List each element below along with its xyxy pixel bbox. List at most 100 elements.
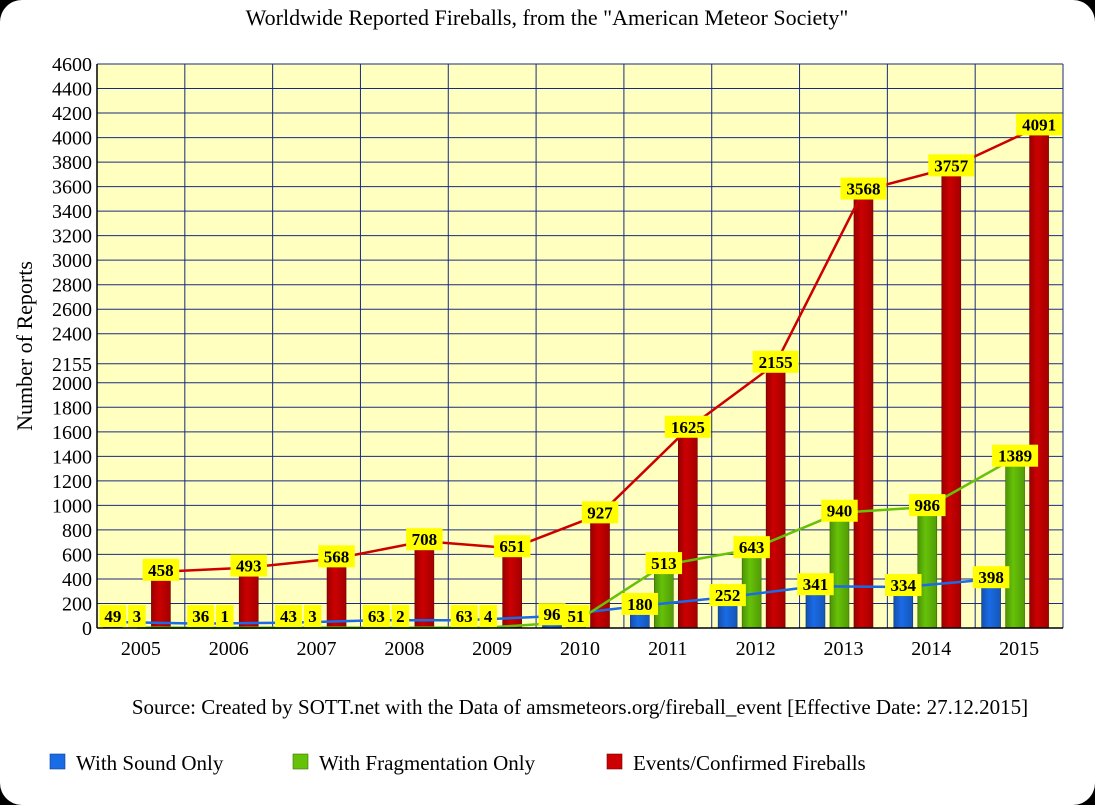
data-label-box	[909, 494, 946, 517]
data-label-text: 180	[627, 595, 653, 614]
y-tick-label: 4600	[52, 54, 92, 76]
data-label-box	[1016, 113, 1063, 136]
data-label-box	[215, 605, 234, 627]
legend-label-0: With Sound Only	[76, 751, 224, 775]
y-tick-label: 3600	[52, 177, 92, 199]
data-label: 180	[621, 592, 659, 615]
y-tick-label: 1800	[52, 397, 92, 419]
data-label-box	[391, 605, 410, 627]
x-tick-label: 2008	[384, 638, 424, 660]
data-label: 493	[230, 554, 267, 577]
y-tick-label: 400	[62, 569, 92, 591]
x-tick-label: 2015	[999, 638, 1039, 660]
data-label: 43	[275, 605, 303, 627]
data-label-box	[318, 545, 355, 568]
data-label: 252	[709, 584, 746, 607]
bar-with-fragmentation-only-2014	[917, 506, 938, 629]
data-label: 4091	[1016, 113, 1063, 136]
data-label: 2155	[752, 350, 799, 373]
y-tick-label: 3200	[52, 226, 92, 248]
data-label-box	[230, 554, 267, 577]
data-label-text: 493	[236, 557, 262, 576]
data-label-text: 458	[148, 561, 174, 580]
y-tick-label: 1600	[52, 422, 92, 444]
y-tick-label: 3000	[52, 250, 92, 272]
data-label-text: 96	[544, 605, 561, 624]
data-label-box	[840, 177, 887, 200]
data-label-text: 51	[568, 607, 585, 626]
data-label-box	[450, 605, 478, 627]
y-tick-label: 600	[62, 544, 92, 566]
y-tick-label: 2800	[52, 275, 92, 297]
data-label: 51	[562, 605, 590, 627]
data-label-box	[538, 603, 566, 626]
data-label-box	[928, 154, 975, 177]
data-label-text: 708	[412, 530, 438, 549]
data-label-text: 4091	[1022, 115, 1056, 134]
data-label: 341	[797, 573, 834, 596]
y-axis-label: Number of Reports	[12, 261, 37, 431]
data-label-box	[821, 499, 858, 522]
chart-title: Worldwide Reported Fireballs, from the "…	[246, 5, 849, 30]
x-tick-label: 2006	[209, 638, 249, 660]
y-tick-label: 0	[82, 618, 92, 640]
data-label-box	[664, 415, 711, 438]
data-label: 2	[391, 605, 410, 627]
data-label-box	[479, 605, 497, 627]
data-label: 940	[821, 499, 858, 522]
data-label-text: 2155	[759, 353, 793, 372]
x-tick-label: 2010	[560, 638, 600, 660]
data-label: 3	[303, 605, 322, 627]
data-label: 63	[362, 605, 390, 627]
bar-events-confirmed-fireballs-2006	[238, 567, 259, 629]
data-label: 36	[187, 605, 215, 627]
y-tick-label: 4000	[52, 128, 92, 150]
data-label: 927	[581, 501, 619, 524]
data-label: 3568	[840, 177, 887, 200]
legend-swatch-2	[606, 753, 623, 770]
data-label: 458	[142, 558, 180, 581]
bar-events-confirmed-fireballs-2009	[502, 547, 522, 629]
data-label-text: 252	[715, 586, 741, 605]
data-label-box	[562, 605, 590, 627]
x-tick-label: 2012	[736, 638, 776, 660]
bar-events-confirmed-fireballs-2014	[941, 167, 962, 629]
data-label-text: 3	[308, 607, 317, 626]
data-label: 334	[885, 574, 922, 597]
data-label-text: 49	[104, 607, 121, 626]
data-label-box	[142, 558, 180, 581]
data-label-text: 1389	[998, 447, 1032, 466]
data-label: 986	[909, 494, 946, 517]
data-label: 568	[318, 545, 355, 568]
y-tick-label: 800	[62, 520, 92, 542]
legend-label-1: With Fragmentation Only	[319, 751, 536, 775]
data-label-box	[362, 605, 390, 627]
data-label-text: 63	[456, 607, 473, 626]
data-label-text: 986	[915, 496, 941, 515]
data-label-box	[621, 592, 659, 615]
y-tick-label: 200	[62, 593, 92, 615]
data-label-text: 398	[978, 568, 1004, 587]
data-label: 1625	[664, 415, 711, 438]
data-label-box	[992, 444, 1039, 467]
data-label-box	[885, 574, 922, 597]
data-label-box	[709, 584, 746, 607]
data-label-box	[275, 605, 303, 627]
data-label-text: 927	[587, 503, 613, 522]
data-label: 708	[406, 528, 443, 551]
data-label-text: 4	[484, 607, 493, 626]
data-label-text: 513	[651, 554, 677, 573]
bar-events-confirmed-fireballs-2011	[678, 428, 698, 629]
x-tick-label: 2007	[297, 638, 337, 660]
data-label-text: 651	[499, 537, 525, 556]
data-label-box	[733, 536, 770, 559]
data-label: 513	[645, 552, 683, 575]
bar-with-fragmentation-only-2013	[829, 512, 850, 629]
data-label-box	[99, 605, 127, 627]
data-label-text: 43	[280, 607, 297, 626]
bar-events-confirmed-fireballs-2015	[1029, 126, 1049, 629]
bar-events-confirmed-fireballs-2008	[414, 540, 435, 629]
x-tick-label: 2005	[121, 638, 161, 660]
data-label-box	[797, 573, 834, 596]
